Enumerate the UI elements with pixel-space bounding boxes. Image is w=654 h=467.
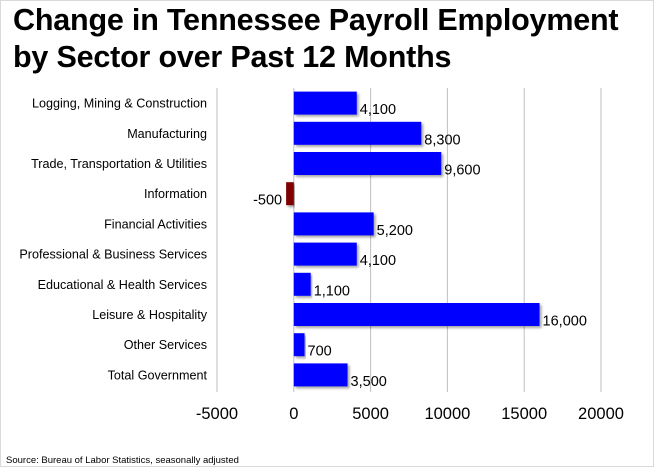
bars bbox=[286, 91, 540, 387]
category-label: Total Government bbox=[108, 368, 208, 382]
bar bbox=[293, 303, 540, 326]
category-labels: Logging, Mining & Construction Manufactur… bbox=[19, 97, 207, 383]
chart-title-line-2: by Sector over Past 12 Months bbox=[13, 40, 452, 74]
data-label: 700 bbox=[308, 344, 332, 360]
category-label: Trade, Transportation & Utilities bbox=[31, 157, 207, 171]
category-label: Logging, Mining & Construction bbox=[32, 97, 207, 111]
data-label: -500 bbox=[253, 193, 282, 209]
bar bbox=[293, 272, 311, 296]
bar bbox=[286, 182, 294, 206]
source-note: Source: Bureau of Labor Statistics, seas… bbox=[6, 455, 239, 466]
x-tick-label: 5000 bbox=[352, 405, 389, 423]
category-label: Other Services bbox=[124, 338, 207, 352]
x-tick-label: 10000 bbox=[424, 405, 470, 423]
data-label: 1,100 bbox=[314, 283, 350, 299]
data-label: 4,100 bbox=[360, 253, 396, 269]
data-label: 4,100 bbox=[360, 102, 396, 118]
bar bbox=[293, 333, 305, 357]
category-label: Educational & Health Services bbox=[38, 278, 207, 292]
x-tick-label: 0 bbox=[289, 405, 298, 423]
bar bbox=[293, 152, 442, 175]
chart-title-line-1: Change in Tennessee Payroll Employment bbox=[13, 3, 619, 37]
x-tick-label: 20000 bbox=[578, 405, 624, 423]
category-label: Financial Activities bbox=[104, 217, 207, 231]
data-label: 3,500 bbox=[351, 374, 387, 390]
bar bbox=[293, 91, 357, 115]
category-label: Leisure & Hospitality bbox=[92, 308, 207, 322]
value-labels: 4,100 8,300 9,600 -500 5,200 4,100 1,100 16,000… bbox=[253, 102, 587, 390]
bar bbox=[293, 212, 374, 236]
x-axis-ticks: -5000 0 5000 10000 15000 20000 bbox=[196, 405, 624, 423]
chart-title: Change in Tennessee Payroll Employment b… bbox=[13, 2, 643, 76]
x-tick-label: -5000 bbox=[196, 405, 238, 423]
bar bbox=[293, 121, 422, 145]
x-tick-label: 15000 bbox=[501, 405, 547, 423]
category-label: Manufacturing bbox=[127, 127, 207, 141]
category-label: Information bbox=[144, 187, 207, 201]
data-label: 16,000 bbox=[543, 314, 587, 330]
data-label: 5,200 bbox=[377, 223, 413, 239]
data-label: 8,300 bbox=[424, 132, 460, 148]
category-label: Professional & Business Services bbox=[19, 248, 207, 262]
data-label: 9,600 bbox=[444, 163, 480, 179]
bar bbox=[293, 242, 357, 266]
bar bbox=[293, 363, 348, 387]
